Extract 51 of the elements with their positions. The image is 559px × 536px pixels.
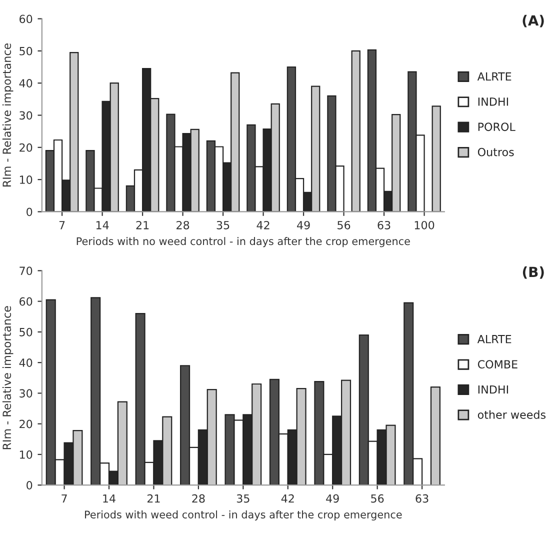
text: (B) <box>522 266 544 279</box>
y-tick-label: 40 <box>19 79 32 88</box>
y-tick-label: 70 <box>20 266 32 276</box>
y-tick-label: 60 <box>20 297 32 306</box>
y-axis-title: RIm - Relative importance <box>2 43 14 187</box>
bar <box>432 106 441 212</box>
y-tick-label: 0 <box>26 481 32 490</box>
y-tick-label: 50 <box>20 328 32 336</box>
x-tick-label: 100 <box>414 220 434 230</box>
x-tick-label: 63 <box>416 494 428 503</box>
legend-label: POROL <box>478 122 516 132</box>
bar <box>351 50 360 212</box>
x-tick-label: 28 <box>192 494 205 503</box>
x-tick-label: 35 <box>216 220 230 230</box>
y-tick-label: 30 <box>20 111 32 120</box>
legend-label: COMBE <box>478 360 518 369</box>
x-tick-label: 49 <box>297 220 310 230</box>
x-tick-label: 56 <box>371 494 384 503</box>
x-tick-label: 42 <box>281 494 294 503</box>
x-axis-title: Periods with no weed control - in days after the crop emergence <box>76 237 410 248</box>
y-tick-label: 30 <box>20 389 32 398</box>
x-tick-label: 14 <box>103 494 116 503</box>
x-tick-label: 56 <box>338 220 350 230</box>
x-tick-label: 63 <box>378 220 390 230</box>
x-tick-label: 35 <box>236 494 250 503</box>
x-tick-label: 21 <box>136 220 149 230</box>
legend-label: INDHI <box>478 98 508 106</box>
y-tick-label: 40 <box>19 358 32 367</box>
y-tick-label: 0 <box>26 208 32 216</box>
x-tick-label: 28 <box>176 220 190 230</box>
x-tick-label: 42 <box>256 220 270 230</box>
y-tick-label: 20 <box>20 420 32 428</box>
legend-label: ALRTE <box>477 72 512 81</box>
legend-label: other weeds <box>478 410 546 419</box>
x-tick-label: 21 <box>147 494 160 503</box>
x-tick-label: 14 <box>96 221 109 230</box>
y-tick-label: 50 <box>20 46 32 56</box>
x-axis-title: Periods with weed control - in days after the crop emergence <box>85 510 402 520</box>
y-tick-label: 10 <box>20 176 32 184</box>
text: (A) <box>522 14 544 28</box>
y-axis-title: RIm - Relative importance <box>2 306 14 450</box>
x-tick-label: 49 <box>326 494 339 503</box>
legend-label: Outros <box>478 148 514 156</box>
x-tick-label: 7 <box>62 494 67 503</box>
y-tick-label: 20 <box>20 143 32 152</box>
x-tick-label: 7 <box>59 221 65 230</box>
y-tick-label: 10 <box>20 450 32 459</box>
y-tick-label: 60 <box>20 14 32 24</box>
bar <box>430 386 440 486</box>
legend-label: INDHI <box>478 385 508 394</box>
legend-label: ALRTE <box>477 335 512 344</box>
